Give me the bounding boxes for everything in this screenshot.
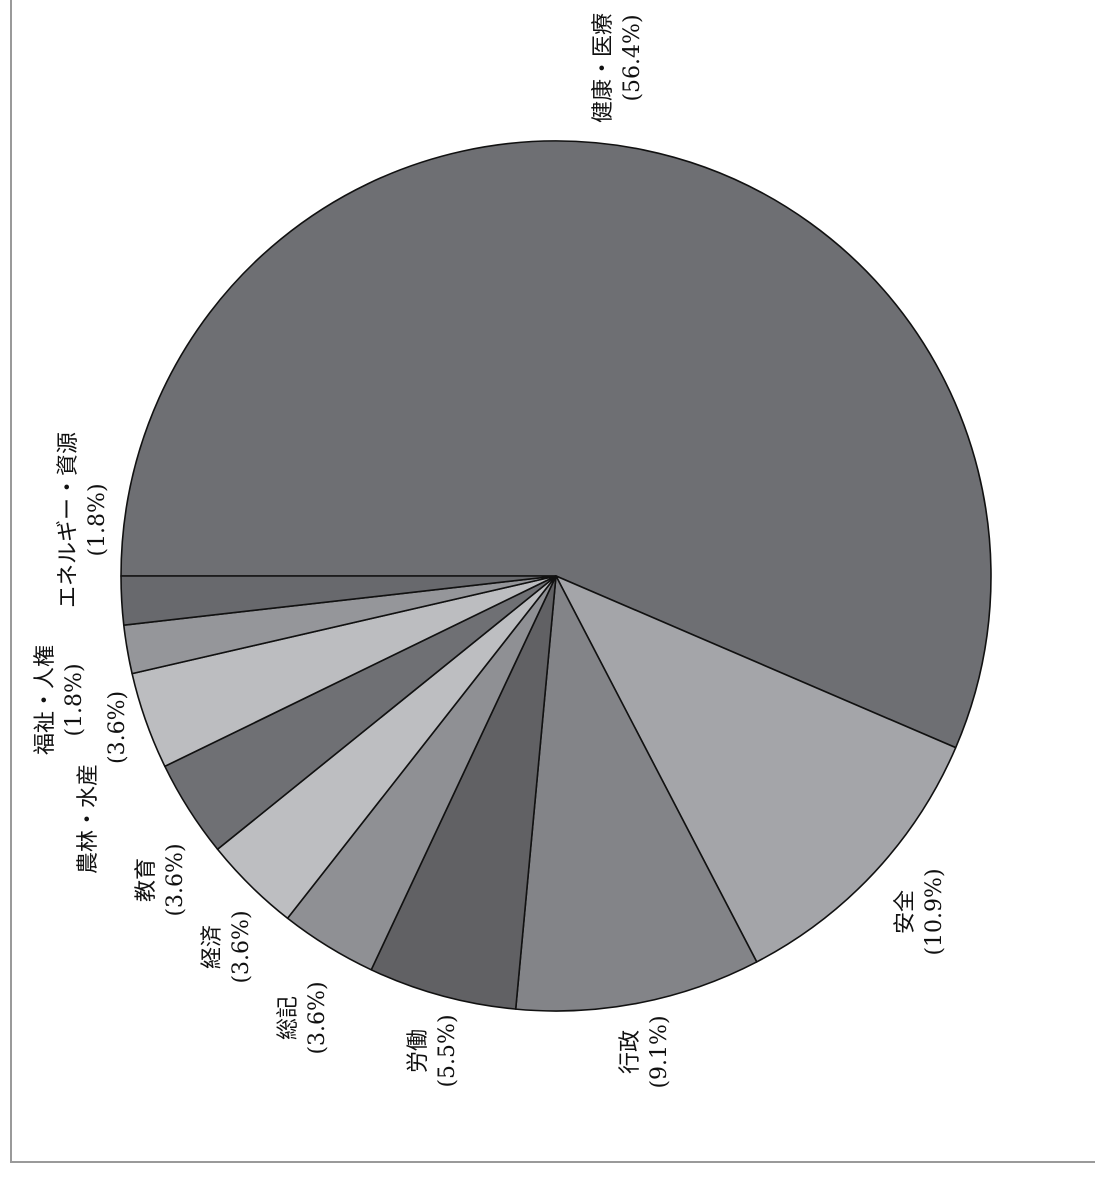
slice-value-label: (9.1%): [647, 1015, 672, 1088]
slice-value-label: (3.6%): [163, 843, 188, 916]
slice-label-agriculture: 農林・水産 (3.6%): [76, 691, 130, 874]
pie-slice-3: [370, 575, 557, 1010]
slice-label-administration: 行政 (9.1%): [618, 1015, 672, 1088]
slice-label-name: 経済: [200, 925, 225, 969]
pie-slice-1: [555, 575, 957, 963]
pie-slice-2: [514, 575, 758, 1012]
slice-label-name: 総記: [276, 996, 301, 1040]
slice-label-education: 教育 (3.6%): [134, 843, 188, 916]
slice-value-label: (1.8%): [62, 663, 87, 736]
slice-value-label: (1.8%): [85, 483, 110, 556]
pie-slice-9: [120, 575, 557, 626]
slice-label-name: 労働: [406, 1029, 431, 1073]
pie-slice-0: [120, 140, 992, 749]
slice-label-health-medical: 健康・医療 (56.4%): [591, 13, 645, 123]
slice-label-energy: エネルギー・資源 (1.8%): [56, 432, 110, 608]
slice-label-name: 農林・水産: [76, 764, 101, 874]
slice-label-general: 総記 (3.6%): [276, 981, 330, 1054]
slice-value-label: (3.6%): [229, 910, 254, 983]
slice-label-welfare: 福祉・人権 (1.8%): [33, 645, 87, 755]
slice-value-label: (5.5%): [435, 1014, 460, 1087]
chart-frame: [10, 0, 1095, 1163]
pie-labels: 健康・医療 (56.4%) 安全 (10.9%) 行政 (9.1%) 労働 (5…: [33, 13, 947, 1089]
slice-label-name: 安全: [893, 890, 918, 934]
slice-label-name: 行政: [618, 1030, 643, 1074]
slice-label-name: 健康・医療: [591, 13, 616, 123]
slice-label-safety: 安全 (10.9%): [893, 868, 947, 955]
slice-label-labor: 労働 (5.5%): [406, 1014, 460, 1087]
slice-label-name: エネルギー・資源: [56, 432, 81, 608]
slice-value-label: (3.6%): [305, 981, 330, 1054]
slice-label-name: 福祉・人権: [33, 645, 58, 755]
slice-value-label: (10.9%): [922, 868, 947, 955]
slice-value-label: (56.4%): [620, 14, 645, 101]
pie-slices: [120, 140, 992, 1012]
slice-label-economy: 経済 (3.6%): [200, 910, 254, 983]
slice-value-label: (3.6%): [105, 691, 130, 764]
slice-label-name: 教育: [134, 858, 159, 902]
